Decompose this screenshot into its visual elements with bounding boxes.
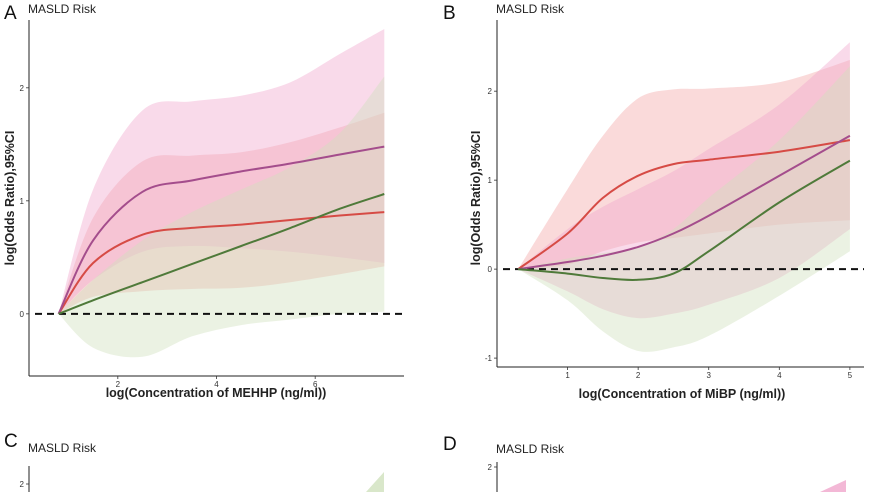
panel-d-band-fragment [820,480,846,492]
band-a-purple [58,29,385,314]
band-a-green [58,76,385,358]
y-tick-label-b: 2 [488,87,493,96]
line-a-purple [57,145,385,315]
panel-b-x-axis-title: log(Concentration of MiBP (ng/ml)) [579,387,786,401]
x-tick-label-a: 2 [116,380,121,389]
panel-b-y-axis-title: log(Odds Ratio),95%CI [469,131,483,266]
band-b-red [518,60,850,270]
y-tick-label-b: 0 [488,265,493,274]
panel-d: D MASLD Risk 2 [443,434,846,492]
panel-b-title: MASLD Risk [496,2,565,16]
panel-letter-a: A [4,3,17,24]
line-b-purple [518,134,851,271]
panel-letter-d: D [443,434,457,455]
panel-c-title: MASLD Risk [28,441,97,455]
panel-c-y-tick-label: 2 [20,480,25,489]
x-tick-label-b: 4 [777,371,782,380]
y-tick-label-b: 1 [488,176,493,185]
panel-b-ticks: 1 2 3 4 5 -1 0 1 2 [485,87,853,380]
panel-b-plot [503,42,864,352]
band-b-purple [518,42,850,319]
x-tick-label-b: 5 [848,371,853,380]
panel-a-title: MASLD Risk [28,2,97,16]
panel-a-x-axis-title: log(Concentration of MEHHP (ng/ml)) [106,386,327,400]
panel-a-y-axis-title: log(Odds Ratio),95%CI [3,131,17,266]
panel-a: A MASLD Risk log(Concentration of MEHHP … [3,2,404,400]
panel-c: C MASLD Risk 2 [4,431,384,492]
panel-c-band-fragment [366,472,384,492]
panel-letter-c: C [4,431,18,452]
panel-a-plot [35,29,404,358]
y-tick-label-b: -1 [485,354,493,363]
panel-a-ticks: 2 4 6 0 1 2 [20,84,318,389]
y-tick-label-a: 1 [20,197,25,206]
panel-d-title: MASLD Risk [496,442,565,456]
panel-d-y-tick-label: 2 [488,463,493,472]
line-a-green [58,193,385,315]
x-tick-label-b: 2 [636,371,641,380]
x-tick-label-b: 1 [565,371,570,380]
panel-b: B MASLD Risk log(Concentration of MiBP (… [443,2,864,401]
y-tick-label-a: 0 [20,310,25,319]
band-b-green [518,66,850,352]
x-tick-label-a: 6 [313,380,318,389]
x-tick-label-a: 4 [214,380,219,389]
y-tick-label-a: 2 [20,84,25,93]
x-tick-label-b: 3 [707,371,712,380]
panel-letter-b: B [443,3,456,24]
band-a-red [58,112,385,314]
line-b-green [518,159,851,281]
line-b-red [517,139,851,270]
line-a-red [57,211,385,315]
